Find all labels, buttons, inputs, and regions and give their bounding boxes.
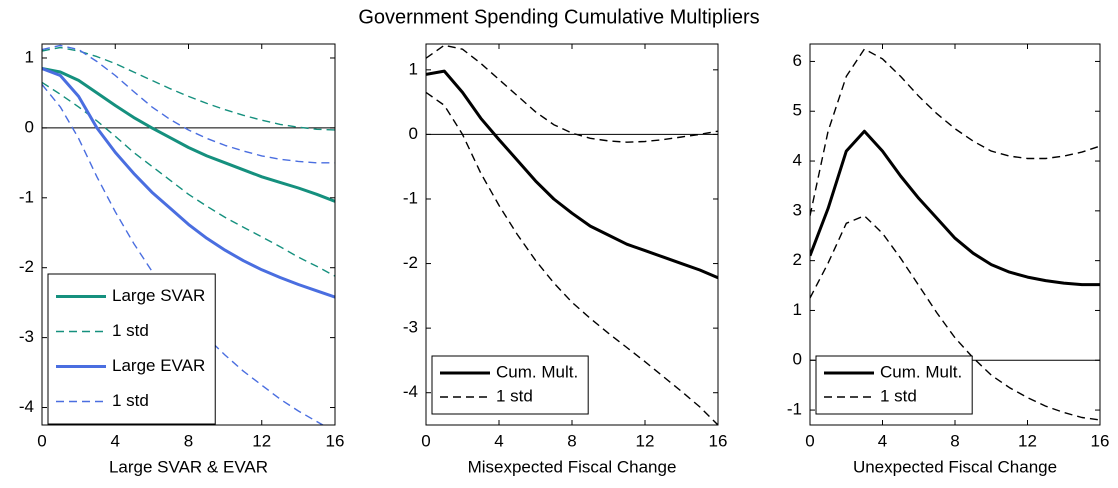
legend-label: 1 std xyxy=(112,321,149,340)
x-tick-label: 0 xyxy=(37,431,46,450)
band-line xyxy=(810,48,1100,216)
x-tick-label: 4 xyxy=(878,431,887,450)
y-tick-label: 6 xyxy=(793,51,802,70)
series-line xyxy=(810,129,1100,287)
x-tick-label: 12 xyxy=(636,431,655,450)
band-line xyxy=(426,91,718,425)
y-tick-label: -3 xyxy=(19,327,34,346)
x-axis-label: Large SVAR & EVAR xyxy=(109,457,268,476)
legend-label: 1 std xyxy=(496,386,533,405)
x-tick-label: 16 xyxy=(326,431,345,450)
legend-box xyxy=(815,355,973,415)
series-line xyxy=(426,69,718,280)
y-tick-label: 3 xyxy=(793,200,802,219)
x-tick-label: 8 xyxy=(567,431,576,450)
legend-label: Large SVAR xyxy=(112,286,205,305)
y-tick-label: 1 xyxy=(793,300,802,319)
y-tick-label: 5 xyxy=(793,101,802,120)
y-tick-label: 1 xyxy=(25,47,34,66)
y-tick-label: 0 xyxy=(793,350,802,369)
series-line xyxy=(42,67,335,203)
y-tick-label: 2 xyxy=(793,250,802,269)
y-tick-label: -1 xyxy=(19,187,34,206)
band-line xyxy=(810,215,1100,421)
legend-label: 1 std xyxy=(880,386,917,405)
y-tick-label: -2 xyxy=(19,257,34,276)
plot-area xyxy=(426,44,718,425)
y-tick-label: 0 xyxy=(409,124,418,143)
legend-label: Cum. Mult. xyxy=(880,362,962,381)
legend: Large SVAR 1 std Large EVAR 1 std xyxy=(47,273,216,425)
figure-title: Government Spending Cumulative Multiplie… xyxy=(358,6,759,28)
x-tick-label: 4 xyxy=(111,431,120,450)
x-axis-label: Misexpected Fiscal Change xyxy=(468,457,677,476)
x-tick-label: 0 xyxy=(805,431,814,450)
y-tick-label: -2 xyxy=(403,253,418,272)
x-tick-label: 16 xyxy=(1091,431,1110,450)
band-line xyxy=(426,44,718,143)
y-tick-label: -3 xyxy=(403,318,418,337)
x-tick-label: 16 xyxy=(709,431,728,450)
y-tick-label: -4 xyxy=(19,397,34,416)
x-tick-label: 4 xyxy=(494,431,503,450)
legend: Cum. Mult. 1 std xyxy=(815,355,973,415)
band-line xyxy=(42,46,335,131)
x-tick-label: 12 xyxy=(1018,431,1037,450)
x-tick-label: 8 xyxy=(184,431,193,450)
legend-label: 1 std xyxy=(112,391,149,410)
legend-box xyxy=(431,355,589,415)
y-tick-label: 4 xyxy=(793,151,802,170)
y-tick-label: -4 xyxy=(403,382,418,401)
y-tick-label: 0 xyxy=(25,117,34,136)
x-tick-label: 0 xyxy=(421,431,430,450)
legend: Cum. Mult. 1 std xyxy=(431,355,589,415)
y-tick-label: -1 xyxy=(403,188,418,207)
x-axis-label: Unexpected Fiscal Change xyxy=(853,457,1057,476)
x-tick-label: 8 xyxy=(950,431,959,450)
y-tick-label: 1 xyxy=(409,59,418,78)
legend-box xyxy=(47,273,216,425)
band-line xyxy=(42,44,335,164)
series-line xyxy=(42,67,335,299)
x-tick-label: 12 xyxy=(252,431,271,450)
legend-label: Cum. Mult. xyxy=(496,362,578,381)
legend-label: Large EVAR xyxy=(112,356,205,375)
y-tick-label: -1 xyxy=(787,400,802,419)
